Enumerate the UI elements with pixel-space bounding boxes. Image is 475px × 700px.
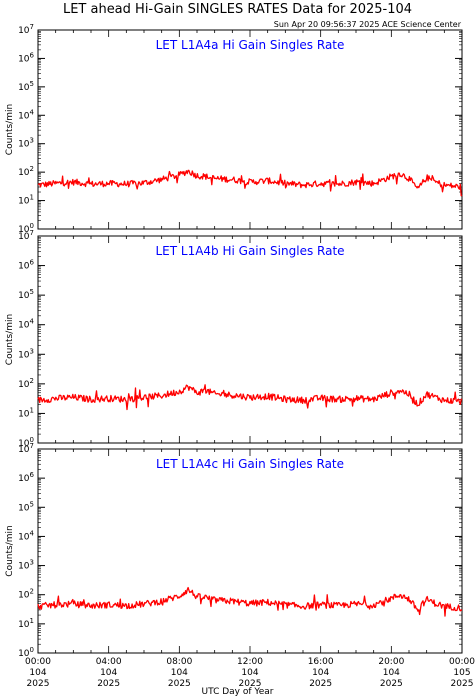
y-tick-label: 101: [18, 617, 34, 630]
y-tick-label: 104: [18, 108, 34, 121]
y-tick-label: 102: [18, 165, 34, 178]
x-tick-label-doy: 104: [241, 668, 258, 678]
x-tick-label-year: 2025: [380, 679, 403, 689]
x-tick-label-doy: 104: [383, 668, 400, 678]
x-tick-label-time: 00:00: [25, 657, 51, 667]
x-axis-title: UTC Day of Year: [201, 687, 274, 697]
y-axis-label-1: Counts/min: [5, 104, 15, 155]
x-tick-label-time: 00:00: [449, 657, 475, 667]
series-line-3: [37, 586, 463, 617]
x-tick-label-doy: 104: [29, 668, 46, 678]
x-tick-label-time: 04:00: [96, 657, 122, 667]
y-tick-label: 106: [18, 471, 34, 484]
x-tick-label-time: 20:00: [378, 657, 404, 667]
y-tick-label: 106: [18, 259, 34, 272]
y-tick-label: 104: [18, 529, 34, 542]
panel-title-2: LET L1A4b Hi Gain Singles Rate: [155, 244, 344, 258]
generation-timestamp: Sun Apr 20 09:56:37 2025 ACE Science Cen…: [273, 20, 461, 29]
y-tick-label: 105: [18, 500, 34, 513]
y-tick-label: 102: [18, 588, 34, 601]
series-line-2: [37, 384, 463, 411]
y-tick-label: 105: [18, 80, 34, 93]
x-tick-label-time: 16:00: [308, 657, 334, 667]
panel-title-3: LET L1A4c Hi Gain Singles Rate: [156, 457, 344, 471]
x-tick-label-doy: 104: [100, 668, 117, 678]
y-tick-label: 106: [18, 51, 34, 64]
y-tick-label: 103: [18, 347, 34, 360]
y-tick-label: 107: [18, 23, 34, 36]
x-tick-label-doy: 104: [312, 668, 329, 678]
y-tick-label: 101: [18, 406, 34, 419]
x-tick-label-year: 2025: [97, 679, 120, 689]
y-tick-label: 101: [18, 194, 34, 207]
plot-frame-1: [37, 29, 463, 230]
y-axis-label-3: Counts/min: [5, 525, 15, 576]
y-tick-label: 104: [18, 318, 34, 331]
chart-title: LET ahead Hi-Gain SINGLES RATES Data for…: [62, 2, 413, 17]
y-tick-label: 103: [18, 559, 34, 572]
x-tick-label-year: 2025: [168, 679, 191, 689]
plot-frame-2: [37, 235, 463, 444]
x-tick-label-year: 2025: [27, 679, 50, 689]
x-tick-label-doy: 105: [453, 668, 470, 678]
plot-frame-3: [37, 448, 463, 654]
x-tick-label-year: 2025: [451, 679, 474, 689]
x-tick-label-doy: 104: [171, 668, 188, 678]
x-tick-label-year: 2025: [309, 679, 332, 689]
panel-title-1: LET L1A4a Hi Gain Singles Rate: [156, 38, 345, 52]
y-tick-label: 103: [18, 137, 34, 150]
series-line-1: [37, 169, 463, 197]
y-axis-label-2: Counts/min: [5, 314, 15, 365]
y-tick-label: 102: [18, 377, 34, 390]
x-tick-label-time: 08:00: [166, 657, 192, 667]
x-tick-label-year: 2025: [239, 679, 262, 689]
y-tick-label: 105: [18, 288, 34, 301]
x-tick-label-time: 12:00: [237, 657, 263, 667]
